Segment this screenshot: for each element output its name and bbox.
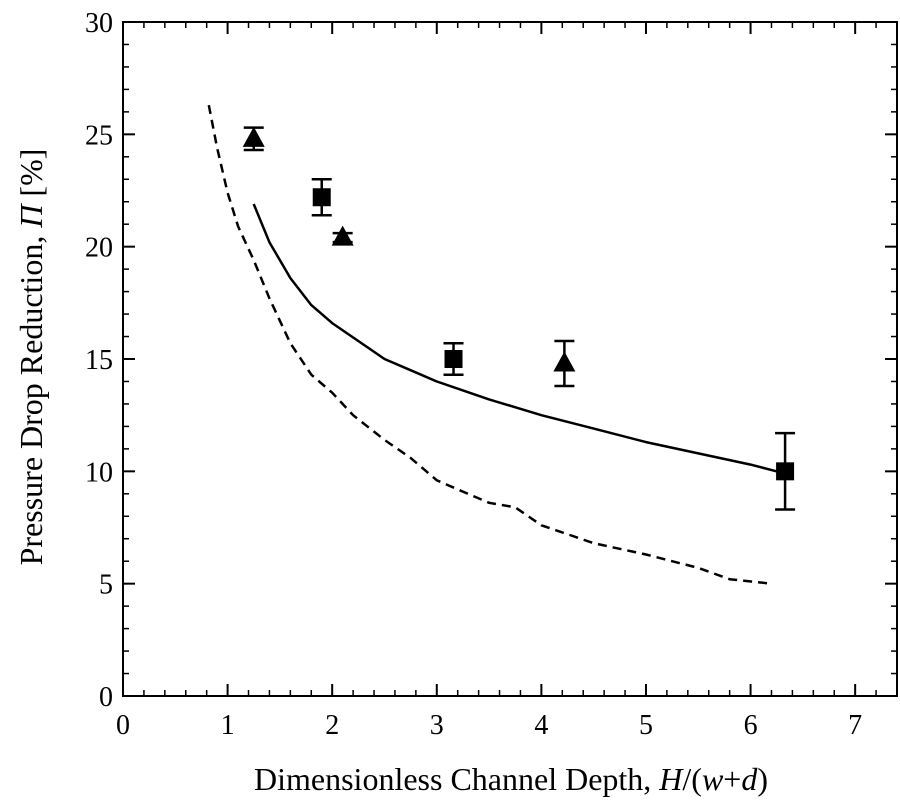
x-tick-label: 3 [430,710,444,741]
square-data-point [775,431,796,511]
y-tick-label: 15 [85,345,113,376]
x-tick-label: 1 [221,710,235,741]
dashed-curve [207,104,772,585]
square-data-point [311,178,332,217]
y-tick-label: 25 [85,120,113,151]
solid-curve [252,203,786,475]
y-axis-label-symbol: Π [13,203,49,229]
triangle-marker [553,351,576,372]
x-tick-labels: 0 1 2 3 4 5 6 7 [116,710,862,741]
x-axis-label-part: d [741,761,758,797]
x-axis-label-part: H [658,761,684,797]
x-tick-label: 2 [325,710,339,741]
square-data-point [443,342,464,376]
triangle-data-point [331,225,354,246]
minor-ticks [123,22,897,696]
x-tick-label: 0 [116,710,130,741]
y-tick-label: 30 [85,8,113,39]
y-tick-label: 0 [99,682,113,713]
y-tick-label: 5 [99,570,113,601]
triangle-data-point [242,126,265,152]
x-axis-label-part: ) [757,761,768,797]
square-marker [776,462,795,481]
triangle-marker [242,126,265,147]
x-axis-label-part: w [702,761,724,797]
x-tick-label: 5 [639,710,653,741]
x-axis-label-part: /( [682,761,702,797]
x-axis-label: Dimensionless Channel Depth, H/(w+d) [254,761,768,797]
y-axis-label: Pressure Drop Reduction, Π [%] [13,149,49,566]
series-layer [207,104,796,585]
x-axis-label-prefix: Dimensionless Channel Depth, [254,761,659,797]
y-axis-label-suffix: [%] [13,149,49,205]
y-tick-label: 20 [85,233,113,264]
y-tick-label: 10 [85,457,113,488]
x-tick-label: 7 [848,710,862,741]
triangle-marker [331,225,354,246]
x-axis-label-part: + [723,761,741,797]
x-tick-label: 6 [744,710,758,741]
plot-frame [122,21,898,697]
square-marker [312,188,331,207]
square-marker [444,350,463,368]
x-tick-label: 4 [534,710,548,741]
y-tick-labels: 0 5 10 15 20 25 30 [85,8,113,713]
y-axis-label-prefix: Pressure Drop Reduction, [13,228,49,566]
triangle-data-point [553,339,576,388]
major-ticks [123,22,897,696]
